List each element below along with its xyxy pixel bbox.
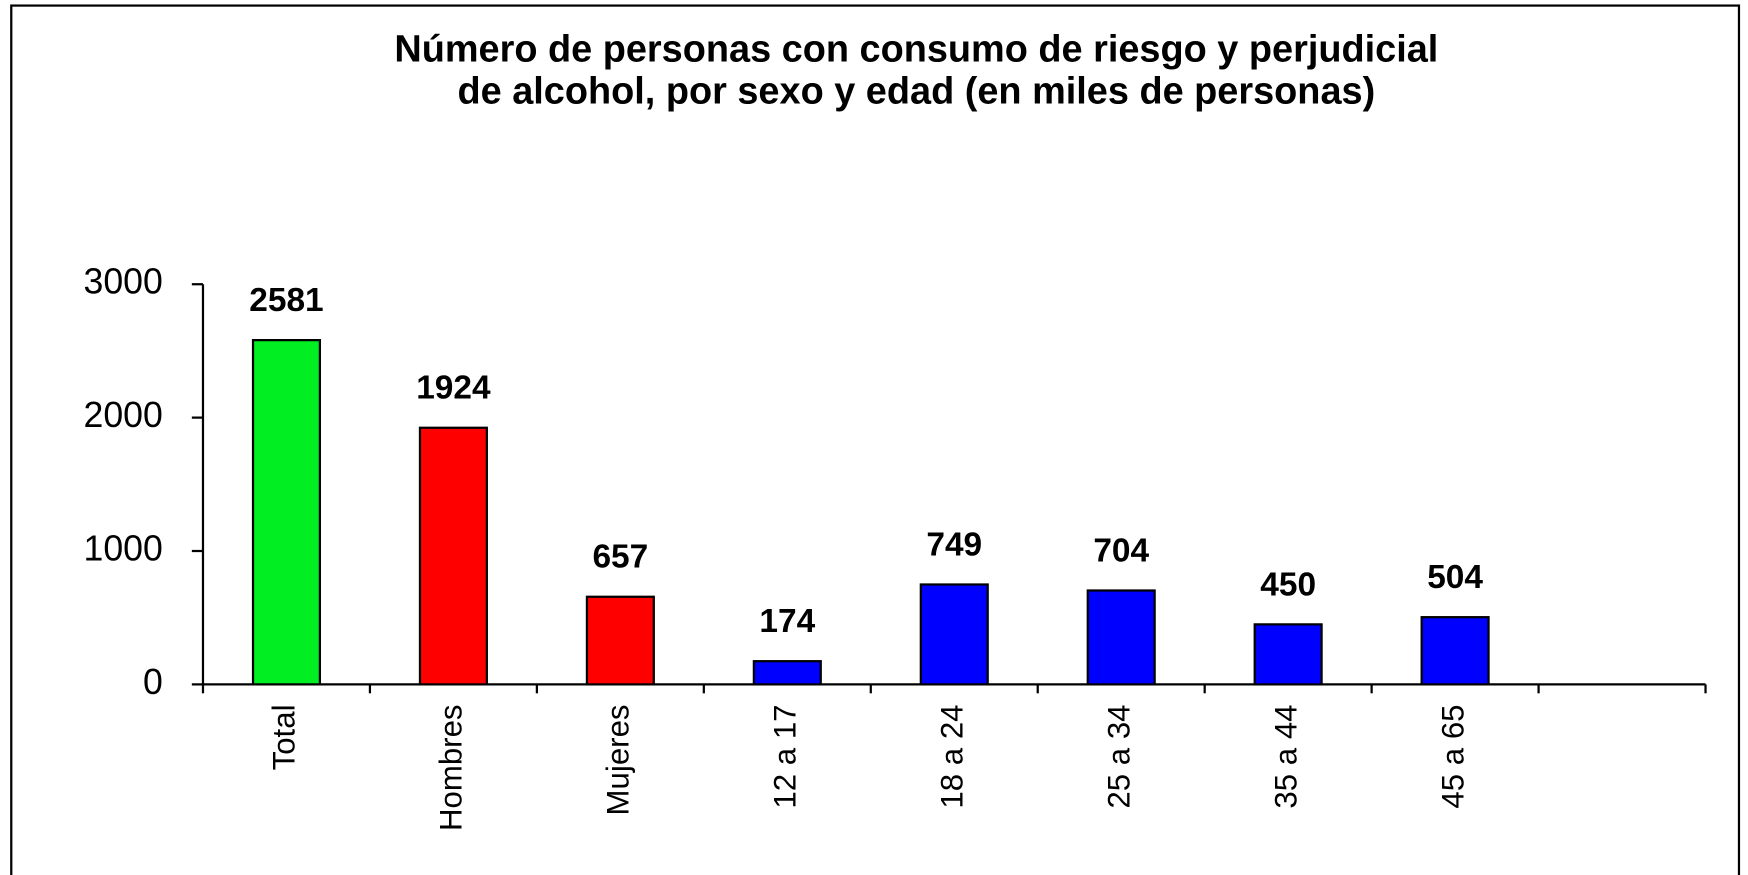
- x-tick-label: Hombres: [434, 704, 469, 831]
- value-label: 2581: [249, 282, 323, 319]
- bar: [251, 339, 322, 686]
- bar: [1086, 589, 1156, 686]
- bar: [752, 660, 822, 686]
- y-tick-label: 0: [143, 662, 163, 702]
- x-tick-label: 12 a 17: [768, 704, 803, 808]
- bar: [1253, 623, 1323, 686]
- bar: [1420, 616, 1490, 686]
- value-label: 1924: [416, 370, 491, 407]
- bar: [585, 595, 655, 686]
- value-label: 450: [1260, 566, 1316, 603]
- x-tick-label: 45 a 65: [1435, 704, 1470, 808]
- x-tick-label: Total: [267, 704, 302, 770]
- bar: [919, 583, 989, 686]
- x-tick-label: 18 a 24: [935, 704, 970, 808]
- x-tick-label: 25 a 34: [1101, 704, 1136, 808]
- value-label: 704: [1093, 532, 1149, 569]
- y-tick-label: 3000: [84, 262, 163, 302]
- x-tick-label: 35 a 44: [1268, 704, 1303, 808]
- chart-title: de alcohol, por sexo y edad (en miles de…: [458, 71, 1376, 113]
- value-label: 174: [759, 603, 815, 640]
- x-tick-label: Mujeres: [601, 704, 636, 815]
- y-tick-label: 2000: [84, 395, 163, 435]
- value-label: 657: [592, 539, 648, 576]
- chart-title: Número de personas con consumo de riesgo…: [394, 28, 1438, 70]
- value-label: 749: [926, 526, 982, 563]
- y-tick-label: 1000: [84, 528, 163, 568]
- bar: [418, 426, 488, 686]
- value-label: 504: [1427, 559, 1483, 596]
